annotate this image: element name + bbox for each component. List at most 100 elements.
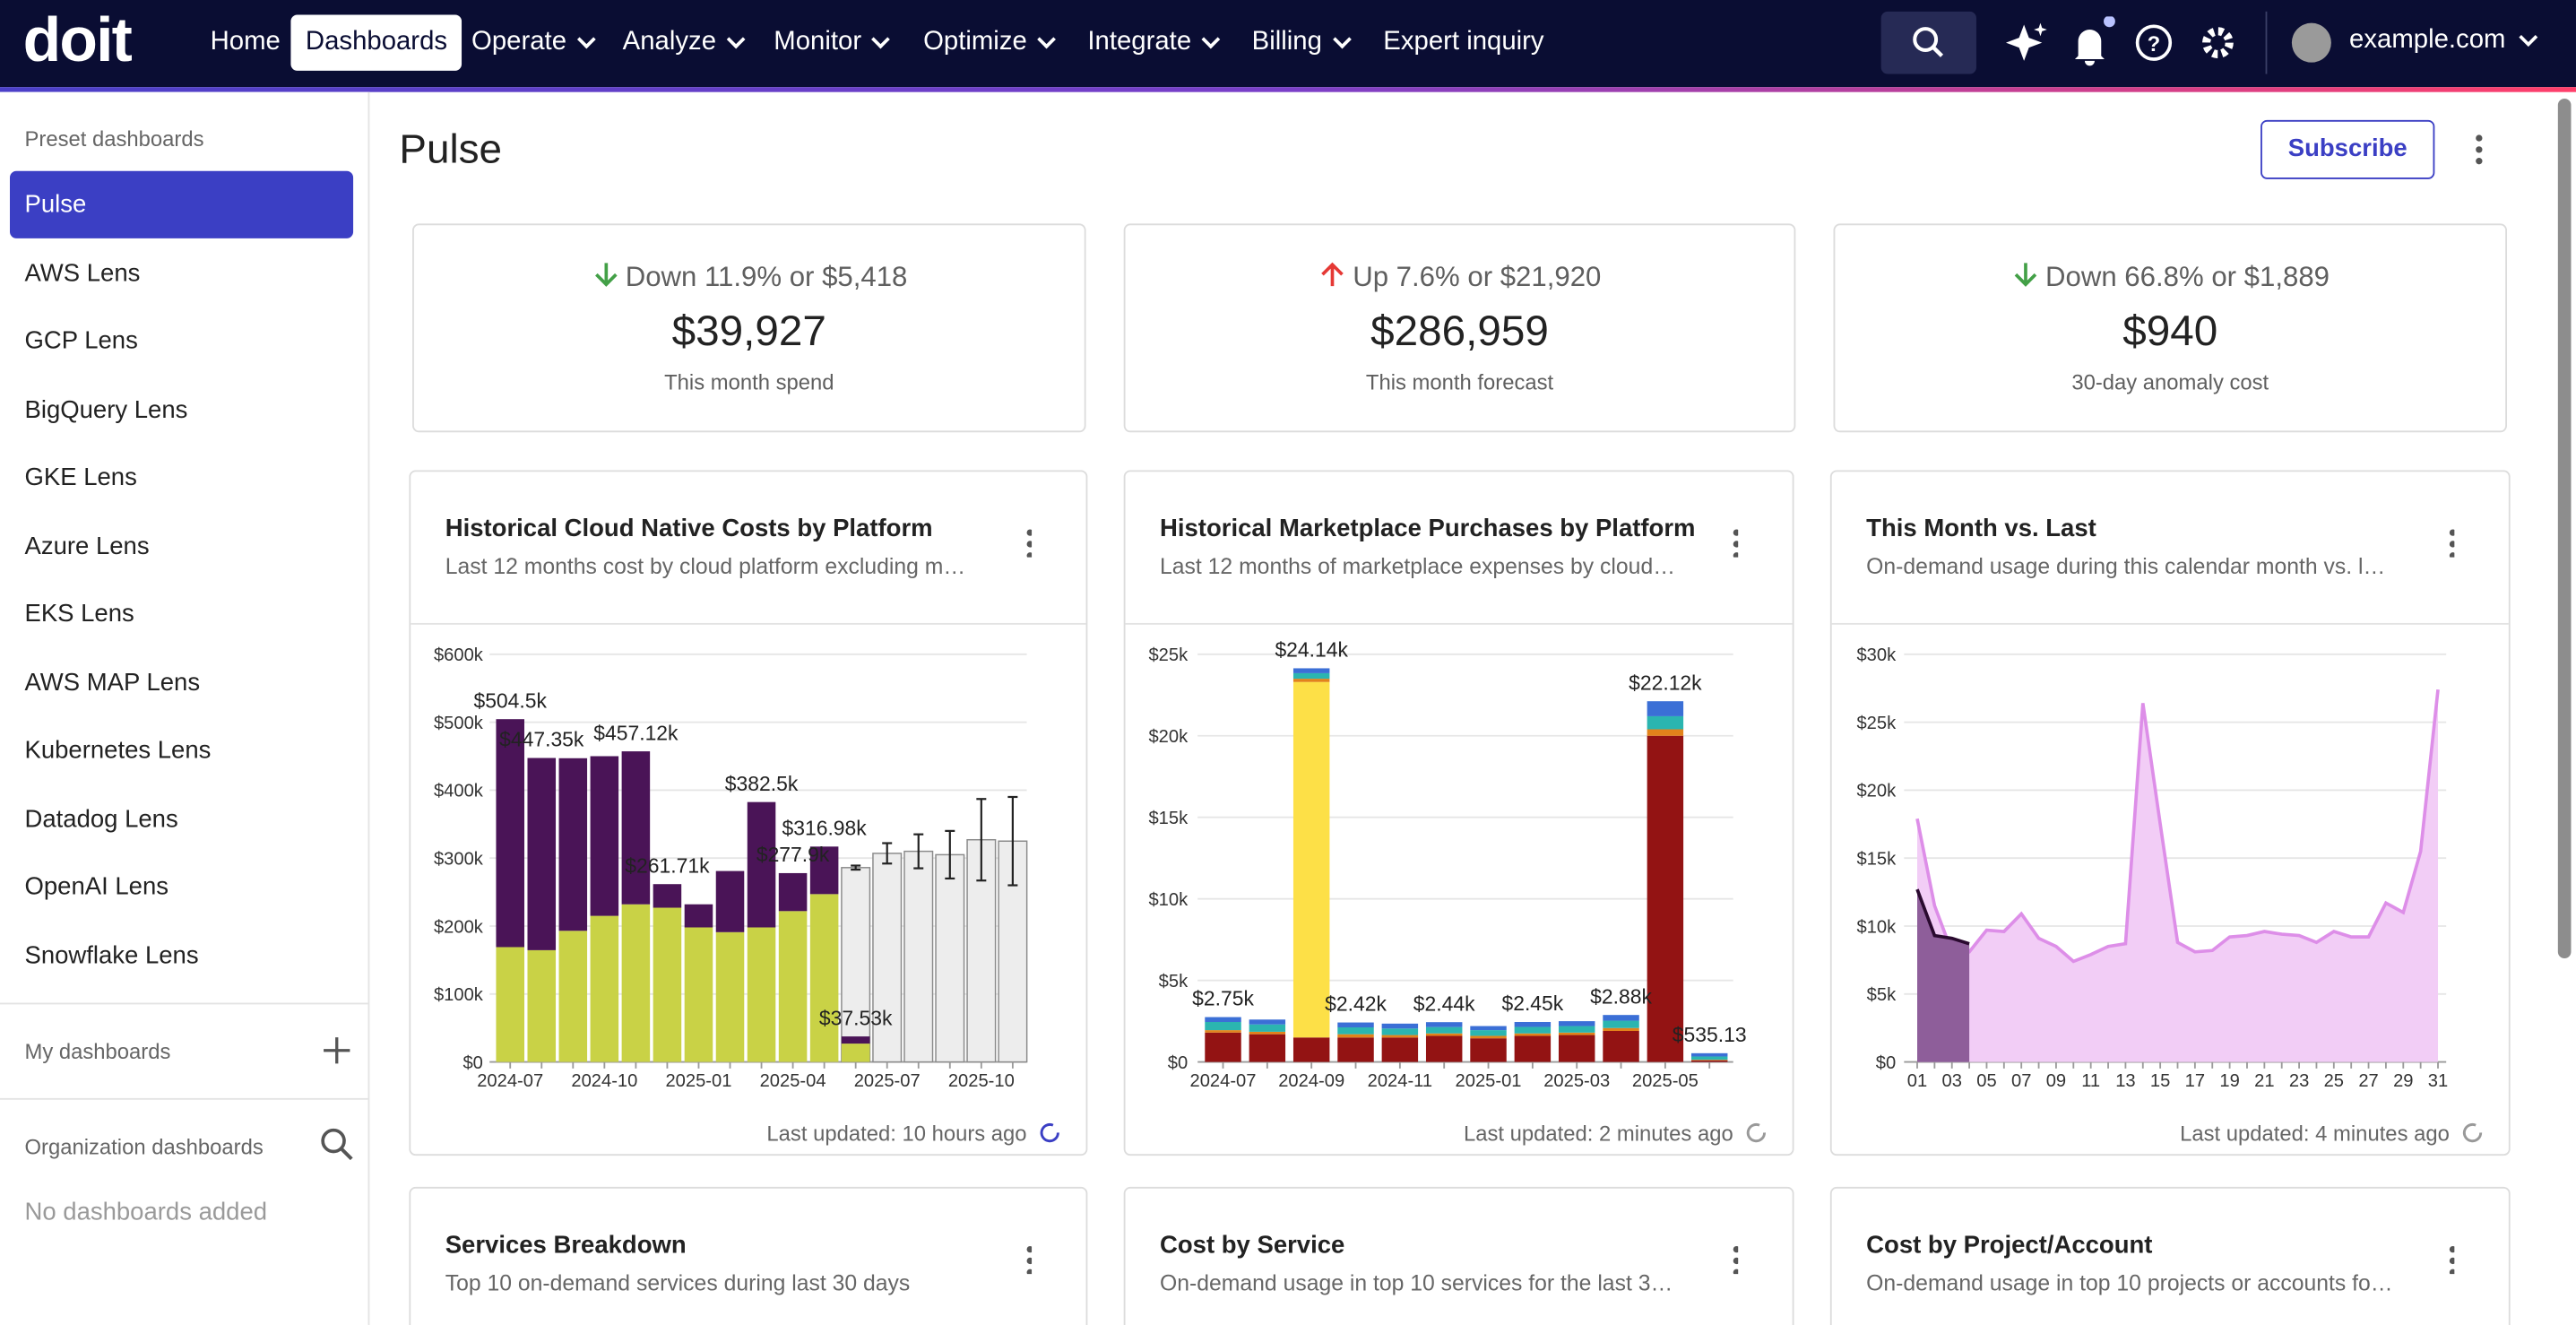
dashboard-link[interactable]: BigQuery Lens: [24, 395, 188, 424]
logo[interactable]: doit: [22, 6, 133, 76]
nav-icons[interactable]: ?: [1996, 16, 2259, 72]
trend-arrow: [2014, 263, 2037, 287]
y-tick-label: $15k: [1148, 809, 1189, 828]
chart: $0 $100k $200k $300k $400k $500k $600k $504.5k $…: [434, 645, 1028, 1091]
scrollbar[interactable]: [2557, 99, 2572, 959]
dashboard-link[interactable]: OpenAI Lens: [24, 872, 169, 901]
data-label: $2.75k: [1192, 987, 1254, 1010]
nav-item[interactable]: Analyze: [623, 15, 746, 71]
divider: [2265, 11, 2268, 74]
add-button[interactable]: [320, 1034, 353, 1067]
empty-note: No dashboards added: [24, 1198, 268, 1226]
x-tick-label: 27: [2358, 1071, 2378, 1091]
bar-segment: [1558, 1035, 1595, 1062]
x-tick-label: 17: [2185, 1071, 2205, 1091]
dashboard-link[interactable]: Pulse: [9, 170, 354, 238]
data-label: $447.35k: [499, 728, 584, 751]
widget-title: This Month vs. Last: [1866, 514, 2096, 543]
error-bar: [851, 864, 861, 871]
search-button[interactable]: [1880, 11, 1976, 74]
divider: [1125, 622, 1793, 625]
dot: [1733, 529, 1739, 536]
dashboard-link[interactable]: GCP Lens: [24, 326, 138, 356]
bar-segment: [841, 1044, 870, 1062]
area: [1916, 689, 2439, 1062]
data-label: $2.88k: [1590, 984, 1652, 1008]
widget-menu[interactable]: [1732, 1244, 1739, 1275]
nav-item[interactable]: Monitor: [774, 15, 891, 71]
dashboard-link[interactable]: AWS Lens: [24, 258, 141, 287]
x-tick-label: 2025-01: [665, 1071, 731, 1091]
dashboard-link[interactable]: Kubernetes Lens: [24, 736, 212, 765]
bar-segment: [809, 846, 839, 895]
bar-segment: [1337, 1027, 1374, 1035]
widget-card: Cost by Service On-demand usage in top 10…: [1123, 1186, 1794, 1325]
widget-subtitle: On-demand usage in top 10 services for t…: [1160, 1270, 1673, 1295]
y-tick-label: $5k: [1867, 985, 1897, 1005]
refresh-icon[interactable]: [1743, 1120, 1769, 1146]
account-name[interactable]: example.com: [2349, 26, 2506, 55]
x-tick-label: 2025-10: [948, 1071, 1015, 1091]
bar-segment: [1603, 1015, 1639, 1021]
dot: [2449, 1269, 2455, 1275]
nav-item[interactable]: Home: [210, 28, 281, 56]
bar-segment: [1205, 1017, 1241, 1023]
dashboard-link[interactable]: Snowflake Lens: [24, 940, 199, 969]
forecast-bar: [935, 853, 965, 1063]
y-tick-label: $25k: [1856, 714, 1897, 733]
dashboard-link[interactable]: Azure Lens: [24, 532, 150, 560]
bar-segment: [1292, 668, 1330, 673]
x-tick-label: 23: [2289, 1071, 2309, 1091]
x-tick-label: 21: [2254, 1071, 2274, 1091]
bar-segment: [1205, 1022, 1241, 1031]
dashboard-link[interactable]: EKS Lens: [24, 600, 134, 628]
data-label: $37.53k: [819, 1006, 893, 1029]
x-tick-label: 13: [2115, 1071, 2135, 1091]
data-label: $261.71k: [625, 853, 710, 877]
nav-item[interactable]: Integrate: [1087, 15, 1221, 71]
bar-segment: [558, 931, 588, 1062]
bar-segment: [1249, 1019, 1286, 1025]
y-tick-label: $30k: [1856, 645, 1897, 665]
dashboard-link[interactable]: GKE Lens: [24, 463, 137, 492]
nav-item[interactable]: Operate: [471, 15, 596, 71]
bar-segment: [1470, 1035, 1507, 1039]
widget-menu[interactable]: [1025, 1244, 1033, 1275]
avatar[interactable]: [2291, 22, 2331, 63]
dot: [1026, 541, 1033, 548]
refresh-icon[interactable]: [1037, 1120, 1063, 1146]
bar-segment: [1205, 1032, 1241, 1062]
search-button[interactable]: [319, 1126, 355, 1162]
dot: [2449, 1245, 2455, 1253]
bar-segment: [1381, 1035, 1419, 1038]
nav-item[interactable]: Dashboards: [290, 14, 462, 71]
y-tick-label: $0: [462, 1053, 482, 1073]
nav-item[interactable]: Billing: [1252, 15, 1352, 71]
account-chevron[interactable]: [2515, 30, 2541, 53]
dashboard-link[interactable]: Datadog Lens: [24, 804, 178, 833]
nav-item[interactable]: Optimize: [923, 15, 1057, 71]
widget-menu[interactable]: [2448, 1244, 2455, 1275]
bar-segment: [1249, 1024, 1286, 1032]
bar-segment: [1690, 1052, 1728, 1057]
widget-menu[interactable]: [1025, 528, 1033, 558]
bar-segment: [1603, 1027, 1639, 1032]
refresh-icon[interactable]: [2459, 1120, 2485, 1146]
x-tick-label: 19: [2219, 1071, 2239, 1091]
dot: [1733, 552, 1739, 558]
widget-menu[interactable]: [2448, 528, 2455, 558]
x-tick-label: 2025-05: [1632, 1071, 1699, 1091]
bar-segment: [1647, 735, 1684, 1062]
page-menu[interactable]: [2469, 134, 2489, 169]
subscribe-button[interactable]: Subscribe: [2260, 119, 2435, 179]
chart: $0 $5k $10k $15k $20k $25k $2.75k $24.14k $2.42k…: [1148, 638, 1746, 1091]
widget-menu[interactable]: [1732, 528, 1739, 558]
bar-segment: [1337, 1037, 1374, 1062]
dashboard-link[interactable]: AWS MAP Lens: [24, 668, 201, 697]
dot: [1026, 1269, 1033, 1275]
widget-subtitle: On-demand usage during this calendar mon…: [1866, 553, 2386, 579]
y-tick-label: $5k: [1159, 972, 1189, 992]
nav-item[interactable]: Expert inquiry: [1383, 28, 1544, 56]
divider: [1831, 622, 2509, 625]
